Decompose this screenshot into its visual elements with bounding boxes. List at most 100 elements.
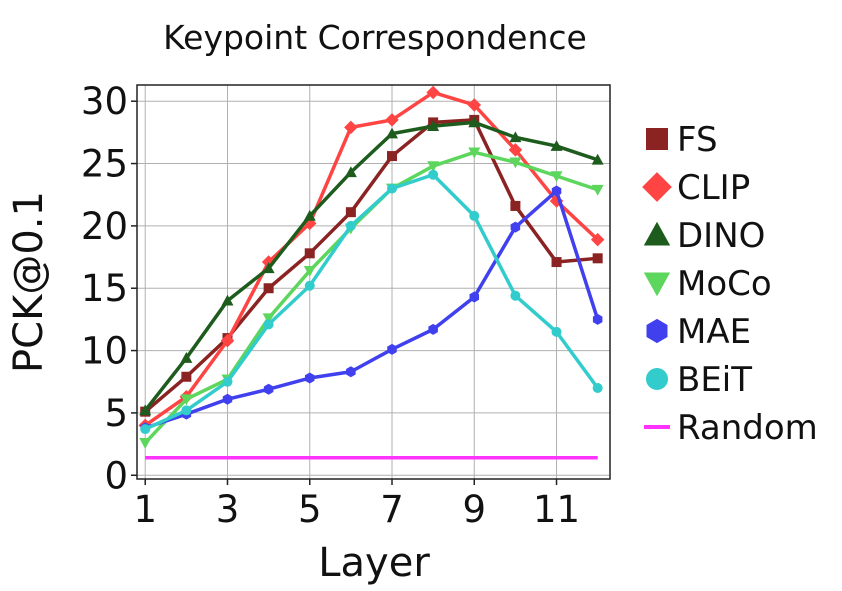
series-line-mae: [144, 189, 600, 430]
legend-swatch-mae: [646, 318, 668, 344]
data-point-dino: [509, 131, 522, 143]
data-point-dino: [386, 127, 399, 139]
data-point-clip: [344, 120, 358, 135]
series-line-beit: [144, 173, 600, 431]
x-tick-label: 5: [298, 488, 322, 531]
data-point-clip: [467, 98, 482, 112]
series-beit: [140, 169, 603, 435]
data-point-clip: [426, 85, 440, 100]
legend-swatch-beit: [646, 368, 668, 390]
legend-item-beit: BEiT: [646, 360, 752, 400]
data-point-clip: [385, 113, 399, 127]
data-point-fs: [181, 371, 192, 382]
data-point-moco: [427, 161, 440, 173]
data-point-mae: [263, 383, 274, 395]
legend-label-mae: MAE: [677, 312, 751, 352]
series-dino: [139, 116, 604, 416]
data-point-moco: [180, 394, 193, 406]
data-point-beit: [592, 382, 603, 393]
series-moco: [139, 147, 604, 449]
legend-item-clip: CLIP: [642, 168, 750, 208]
data-point-moco: [591, 184, 604, 196]
data-point-mae: [304, 372, 315, 384]
data-point-beit: [551, 326, 562, 337]
data-point-moco: [262, 313, 275, 325]
legend-swatch-dino: [643, 221, 671, 246]
data-point-moco: [550, 171, 563, 183]
series-line-fs: [144, 118, 598, 414]
legend-item-fs: FS: [646, 120, 718, 160]
data-point-mae: [346, 366, 356, 378]
data-point-clip: [590, 232, 605, 247]
legend-label-random: Random: [677, 408, 818, 448]
data-point-fs: [387, 151, 398, 162]
legend-swatch-clip: [642, 172, 672, 202]
x-tick-label: 1: [133, 488, 157, 531]
chart-title: Keypoint Correspondence: [163, 18, 587, 57]
legend-item-moco: MoCo: [643, 264, 772, 304]
data-point-dino: [550, 140, 563, 151]
data-point-beit: [222, 376, 233, 387]
legend-swatch-moco: [643, 272, 671, 297]
data-point-fs: [345, 207, 356, 218]
data-point-dino: [468, 116, 481, 128]
y-tick-label: 10: [81, 330, 128, 373]
data-point-beit: [181, 405, 192, 416]
legend-label-dino: DINO: [677, 216, 765, 256]
x-tick-label: 7: [380, 488, 404, 531]
data-point-mae: [387, 343, 397, 355]
legend-item-mae: MAE: [646, 312, 751, 352]
series-line-clip: [144, 90, 599, 427]
data-point-dino: [262, 262, 275, 274]
y-tick-label: 30: [81, 80, 128, 123]
y-tick-label: 20: [81, 205, 128, 248]
y-axis-label: PCK@0.1: [6, 191, 52, 373]
legend-swatch-fs: [646, 128, 668, 150]
data-point-dino: [344, 166, 357, 178]
data-point-beit: [469, 210, 480, 221]
legend-label-moco: MoCo: [677, 264, 772, 304]
data-point-fs: [551, 257, 562, 268]
y-tick-label: 0: [104, 454, 128, 497]
data-point-beit: [387, 183, 398, 194]
data-point-clip: [508, 143, 523, 157]
data-point-moco: [468, 147, 481, 159]
data-point-dino: [427, 120, 440, 131]
data-point-mae: [222, 393, 233, 405]
y-tick-label: 5: [104, 392, 128, 435]
data-point-fs: [592, 253, 603, 264]
y-tick-label: 25: [81, 143, 128, 186]
data-point-mae: [510, 221, 521, 233]
data-point-beit: [510, 290, 521, 301]
legend-label-clip: CLIP: [677, 168, 750, 208]
series-line-moco: [143, 150, 599, 445]
data-point-fs: [304, 248, 315, 259]
legend: FS CLIP DINO MoCo MAE BEiT Random: [642, 120, 818, 448]
data-point-mae: [469, 291, 480, 303]
data-point-beit: [263, 319, 274, 330]
data-point-dino: [221, 294, 234, 306]
data-point-mae: [428, 323, 438, 335]
x-axis-label: Layer: [318, 540, 430, 586]
data-point-beit: [304, 280, 315, 291]
x-tick-label: 11: [533, 488, 580, 531]
y-tick-label: 15: [81, 267, 128, 310]
data-point-mae: [592, 313, 603, 325]
data-point-beit: [428, 169, 439, 180]
data-point-beit: [345, 220, 356, 231]
data-point-mae: [551, 185, 562, 197]
series-line-dino: [143, 120, 599, 412]
legend-label-beit: BEiT: [677, 360, 752, 400]
legend-item-dino: DINO: [643, 216, 765, 256]
data-point-dino: [139, 404, 152, 416]
x-tick-label: 3: [216, 488, 240, 531]
data-point-clip: [220, 333, 235, 348]
data-point-beit: [140, 424, 151, 435]
data-point-dino: [303, 209, 316, 221]
data-point-moco: [139, 438, 152, 449]
data-point-fs: [510, 200, 521, 211]
x-tick-label: 9: [462, 488, 486, 531]
plot-frame: [136, 84, 611, 480]
legend-label-fs: FS: [677, 120, 718, 160]
